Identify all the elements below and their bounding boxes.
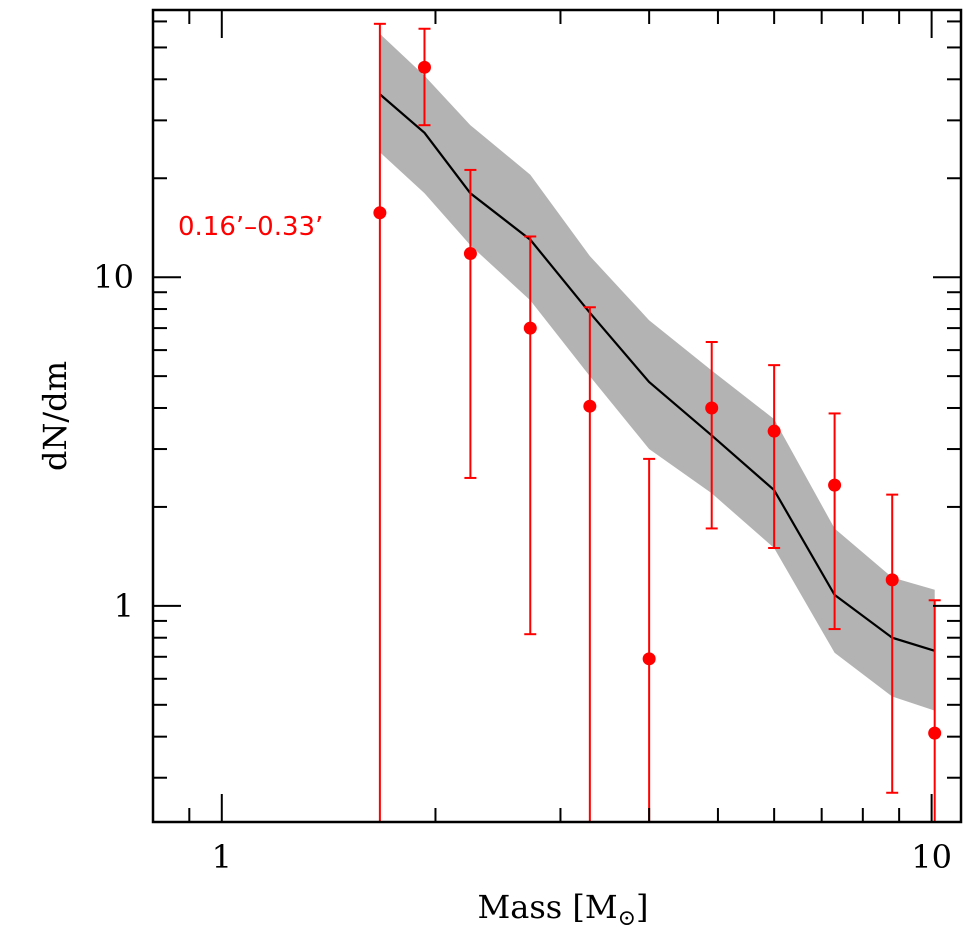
annotation-label: 0.16’–0.33’ (178, 212, 323, 242)
data-point (373, 206, 387, 220)
model-uncertainty-band (379, 33, 935, 711)
tick-labels: 1 10 1 10 (93, 258, 952, 876)
axis-ticks (152, 10, 961, 822)
data-point (928, 726, 942, 740)
data-points (373, 60, 942, 740)
y-axis-title: dN/dm (36, 361, 74, 471)
plot-frame (151, 8, 963, 824)
data-point (417, 60, 431, 74)
data-point (642, 652, 656, 666)
x-tick-label: 1 (212, 838, 232, 876)
error-bar (418, 27, 431, 127)
error-bar (524, 235, 537, 636)
error-bar (373, 22, 386, 822)
data-point (523, 321, 537, 335)
x-tick-label: 10 (911, 838, 952, 876)
error-bar (464, 168, 477, 479)
error-bar (768, 364, 781, 549)
x-axis-title-end: ] (636, 888, 648, 926)
data-point (885, 573, 899, 587)
error-bars (373, 22, 941, 822)
error-bar (643, 457, 656, 822)
data-point (463, 247, 477, 261)
data-point (767, 424, 781, 438)
error-bar (928, 599, 941, 822)
error-bar (886, 493, 899, 794)
error-bar (583, 306, 596, 822)
x-axis-title: Mass [M⊙] (477, 888, 648, 931)
y-tick-label: 10 (93, 258, 134, 296)
error-bar (828, 412, 841, 631)
y-tick-label: 1 (114, 587, 134, 625)
x-axis-title-main: Mass [M (477, 888, 617, 926)
model-line (379, 93, 936, 652)
data-point (705, 401, 719, 415)
sun-symbol: ⊙ (618, 906, 636, 931)
data-point (583, 399, 597, 413)
data-point (828, 478, 842, 492)
error-bar (705, 341, 718, 530)
